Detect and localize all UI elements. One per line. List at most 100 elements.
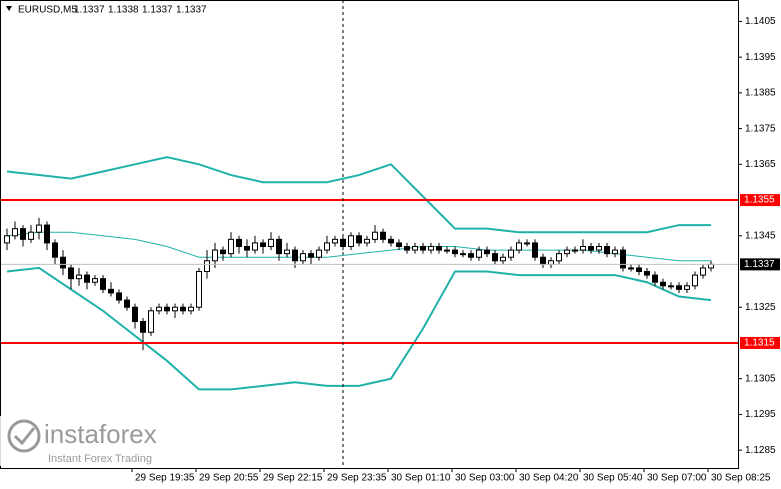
candle-body: [380, 231, 386, 240]
candle-body: [332, 238, 338, 244]
y-tick-label: 1.1385: [745, 88, 776, 99]
x-tick-label: 29 Sep 22:15: [263, 473, 323, 484]
candle-body: [468, 253, 474, 258]
band-lower: [6, 266, 712, 391]
y-tick-label: 1.1325: [745, 302, 776, 313]
candle-body: [684, 285, 690, 290]
candle-body: [708, 263, 714, 269]
y-tick-label: 1.1285: [745, 445, 776, 456]
candle-body: [500, 256, 506, 262]
candle-body: [300, 253, 306, 262]
candle-body: [364, 238, 370, 244]
candle-body: [676, 285, 682, 290]
candle-body: [100, 278, 106, 290]
y-tick-label: 1.1345: [745, 230, 776, 241]
y-tick-label: 1.1305: [745, 373, 776, 384]
candle-body: [60, 256, 66, 269]
candle-body: [404, 246, 410, 251]
candle-body: [52, 242, 58, 258]
candle-body: [508, 249, 514, 258]
candle-body: [604, 246, 610, 255]
level-label-bg: [740, 336, 780, 349]
candle-body: [692, 274, 698, 287]
candle-body: [12, 228, 18, 237]
candle-body: [132, 306, 138, 323]
symbol: EURUSD,M5: [18, 5, 77, 16]
candle-body: [284, 249, 290, 255]
candle-body: [668, 285, 674, 288]
candle-body: [68, 267, 74, 280]
candle-body: [108, 288, 114, 294]
candle-body: [524, 242, 530, 245]
band-upper: [6, 156, 711, 234]
candle-body: [460, 253, 466, 256]
candle-body: [660, 281, 666, 287]
candle-body: [452, 249, 458, 255]
quote-value: 1.1337: [176, 5, 207, 16]
candle-body: [164, 306, 170, 312]
candle-body: [92, 278, 98, 283]
candle-body: [396, 242, 402, 248]
time-axis: 29 Sep 19:35 29 Sep 20:55 29 Sep 22:15 29 S…: [131, 468, 771, 484]
y-tick-label: 1.1405: [745, 16, 776, 27]
candle-body: [492, 253, 498, 262]
candle-body: [540, 256, 546, 265]
current-price-bg: [740, 258, 780, 271]
quote-value: 1.1338: [108, 5, 139, 16]
candle-body: [388, 238, 394, 244]
x-tick-label: 29 Sep 20:55: [199, 473, 259, 484]
candle-body: [220, 249, 226, 255]
candle-body: [172, 306, 178, 312]
y-tick-label: 1.1395: [745, 52, 776, 63]
x-tick-label: 30 Sep 07:00: [647, 473, 707, 484]
candle-body: [356, 235, 362, 244]
y-tick-label: 1.1365: [745, 159, 776, 170]
candle-body: [316, 249, 322, 258]
x-tick-label: 29 Sep 23:35: [327, 473, 387, 484]
candle-body: [620, 249, 626, 269]
quote: 1.1337 1.1338 1.1337 1.1337: [74, 5, 207, 16]
candle-body: [44, 224, 50, 244]
level-label: 1.1315: [744, 338, 775, 349]
level-label-bg: [740, 194, 780, 207]
candle-body: [308, 253, 314, 258]
candle-body: [20, 228, 26, 240]
candle-body: [196, 271, 202, 308]
candle-body: [420, 246, 426, 251]
menu-arrow[interactable]: [6, 6, 12, 11]
quote-value: 1.1337: [142, 5, 173, 16]
candle-body: [444, 249, 450, 252]
x-tick-label: 30 Sep 01:10: [391, 473, 451, 484]
x-tick-label: 30 Sep 08:25: [711, 473, 771, 484]
quote-value: 1.1337: [74, 5, 105, 16]
candle-body: [588, 246, 594, 251]
level-label: 1.1355: [744, 195, 775, 206]
candle-body: [260, 242, 266, 248]
x-tick-label: 30 Sep 04:20: [519, 473, 579, 484]
logo-ring: [7, 419, 41, 453]
candle-body: [532, 242, 538, 258]
candle-body: [188, 306, 194, 312]
candle-body: [228, 238, 234, 255]
candle-body: [276, 238, 282, 255]
price-axis: 1.1405 1.1395 1.1385 1.1375 1.1365 1.1345 1.13…: [738, 16, 780, 456]
band-middle: [6, 231, 711, 262]
candle-body: [204, 260, 210, 273]
candle-body: [580, 246, 586, 251]
candle-body: [140, 321, 146, 333]
candle-body: [436, 246, 442, 251]
x-tick-label: 30 Sep 03:00: [455, 473, 515, 484]
candle-body: [76, 274, 82, 280]
candle-body: [212, 249, 218, 262]
candle-body: [412, 246, 418, 251]
candle-body: [156, 306, 162, 312]
y-tick-label: 1.1375: [745, 123, 776, 134]
candle-body: [292, 249, 298, 262]
candle-body: [116, 292, 122, 301]
candle-body: [516, 242, 522, 251]
candle-body: [180, 306, 186, 312]
candle-body: [84, 274, 90, 283]
candle-body: [612, 249, 618, 255]
candle-body: [4, 235, 10, 244]
